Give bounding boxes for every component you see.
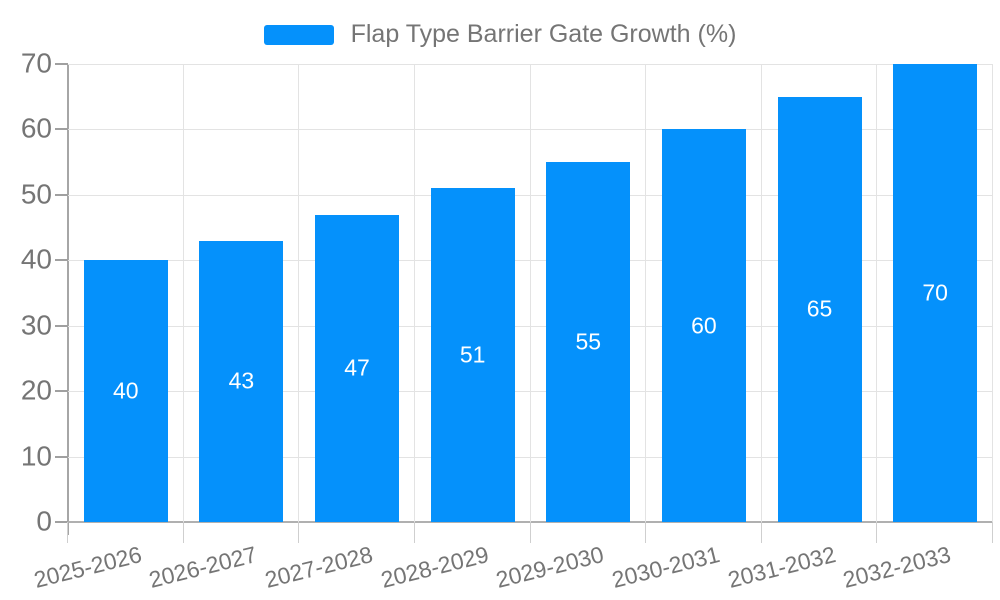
v-gridline (992, 64, 993, 522)
x-tick-label: 2030-2031 (609, 541, 723, 593)
x-tick-mark (760, 522, 762, 543)
bar[interactable]: 40 (83, 260, 168, 522)
x-tick-mark (529, 522, 531, 543)
x-tick-mark (645, 522, 647, 543)
chart-legend[interactable]: Flap Type Barrier Gate Growth (%) (0, 20, 1000, 49)
bar-value-label: 43 (228, 367, 255, 394)
bar[interactable]: 65 (777, 96, 862, 522)
bar-value-label: 40 (113, 377, 139, 404)
v-gridline (182, 64, 184, 522)
x-tick-label: 2026-2027 (146, 541, 260, 593)
y-tick-mark (55, 259, 68, 262)
x-axis-line (68, 521, 993, 523)
h-gridline (68, 194, 993, 196)
bar[interactable]: 43 (199, 240, 284, 522)
v-gridline (645, 64, 647, 522)
y-tick-label: 40 (20, 243, 52, 275)
y-tick-mark (55, 193, 68, 196)
x-tick-mark (876, 522, 878, 543)
y-tick-label: 50 (20, 178, 52, 210)
v-gridline (876, 64, 878, 522)
y-tick-label: 60 (20, 112, 52, 144)
bar-value-label: 47 (344, 354, 370, 381)
x-tick-label: 2032-2033 (840, 541, 954, 593)
y-tick-label: 0 (36, 505, 52, 537)
bar-value-label: 51 (459, 341, 486, 368)
x-tick-mark (413, 522, 415, 543)
bar[interactable]: 70 (893, 64, 978, 522)
y-tick-mark (55, 521, 68, 523)
bar-value-label: 70 (922, 279, 948, 306)
x-tick-mark (298, 522, 300, 543)
x-tick-mark (182, 522, 184, 543)
bar-value-label: 65 (806, 295, 833, 322)
x-tick-mark (67, 522, 68, 543)
h-gridline (68, 129, 993, 131)
bar-value-label: 60 (691, 312, 717, 339)
bar[interactable]: 47 (315, 214, 400, 522)
legend-swatch[interactable] (263, 24, 334, 45)
y-tick-label: 10 (20, 440, 52, 472)
x-tick-label: 2029-2030 (493, 541, 607, 593)
h-gridline (68, 325, 993, 327)
bar[interactable]: 60 (661, 129, 746, 522)
bar[interactable]: 51 (430, 188, 515, 522)
y-tick-label: 30 (20, 309, 52, 341)
y-tick-mark (55, 128, 68, 131)
x-tick-label: 2025-2026 (31, 541, 145, 593)
h-gridline (68, 456, 993, 458)
y-tick-label: 20 (20, 374, 52, 406)
y-tick-label: 70 (20, 47, 52, 79)
v-gridline (298, 64, 300, 522)
legend-label[interactable]: Flap Type Barrier Gate Growth (%) (350, 20, 737, 48)
y-tick-mark (55, 324, 68, 327)
bar-value-label: 55 (575, 328, 602, 355)
y-tick-mark (55, 390, 68, 393)
h-gridline (68, 391, 993, 393)
x-tick-label: 2027-2028 (262, 541, 376, 593)
v-gridline (413, 64, 415, 522)
x-tick-label: 2031-2032 (724, 541, 838, 593)
h-gridline (68, 260, 993, 262)
v-gridline (760, 64, 762, 522)
y-axis-line (67, 64, 69, 535)
bar[interactable]: 55 (546, 162, 631, 522)
y-tick-mark (55, 455, 68, 458)
plot-area: 40 43 47 51 55 60 65 70 (55, 63, 993, 543)
y-tick-mark (55, 63, 68, 65)
x-tick-label: 2028-2029 (377, 541, 491, 593)
h-gridline (68, 64, 993, 65)
x-tick-mark (992, 522, 993, 543)
v-gridline (529, 64, 531, 522)
